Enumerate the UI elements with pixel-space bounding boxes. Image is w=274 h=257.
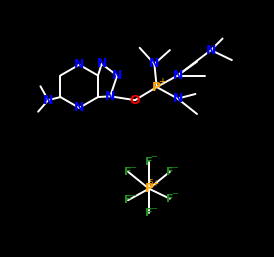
Text: F: F: [124, 195, 132, 205]
Text: N: N: [74, 101, 84, 114]
Text: N: N: [96, 58, 107, 70]
Text: N: N: [206, 44, 216, 57]
Text: −: −: [129, 191, 136, 200]
Text: N: N: [112, 69, 122, 82]
Text: 5+: 5+: [148, 179, 159, 188]
Text: N: N: [74, 58, 84, 71]
Text: F: F: [166, 194, 174, 204]
Text: F: F: [145, 157, 153, 167]
Text: N: N: [105, 90, 115, 103]
Text: N: N: [172, 92, 183, 105]
Text: N: N: [149, 58, 159, 70]
Text: P: P: [152, 80, 161, 94]
Text: −: −: [150, 153, 157, 162]
Text: −: −: [150, 204, 157, 213]
Text: F: F: [145, 208, 153, 218]
Text: O: O: [130, 94, 140, 107]
Text: N: N: [43, 94, 53, 107]
Text: +: +: [158, 77, 166, 87]
Text: −: −: [129, 163, 136, 172]
Text: −: −: [171, 190, 178, 199]
Text: F: F: [166, 167, 174, 177]
Text: −: −: [171, 163, 178, 172]
Text: P: P: [144, 182, 153, 195]
Text: F: F: [124, 167, 132, 177]
Text: N: N: [172, 69, 183, 82]
